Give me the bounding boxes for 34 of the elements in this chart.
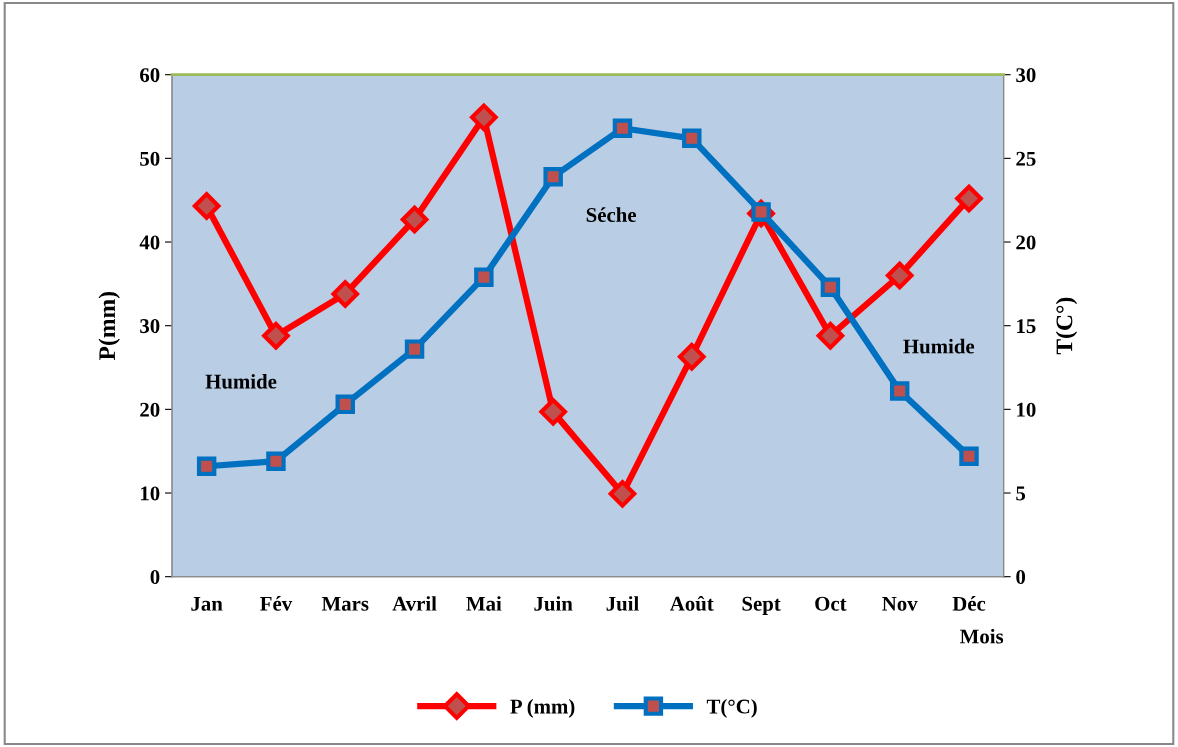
x-tick-label: Fév xyxy=(260,596,293,611)
y-tick-label: 30 xyxy=(140,319,160,334)
y-tick-label: 40 xyxy=(139,235,160,250)
annotation: Humide xyxy=(205,373,277,389)
x-tick-label: Mars xyxy=(321,596,369,611)
x-tick-label: Oct xyxy=(815,596,847,611)
annotation: Séche xyxy=(586,207,637,222)
legend-label: T(°C) xyxy=(706,698,757,718)
y-tick-label: 50 xyxy=(140,151,160,166)
x-tick-label: Nov xyxy=(882,596,918,611)
y2-axis-title: T(C°) xyxy=(1055,297,1078,355)
y-axis-title: P(mm) xyxy=(98,291,120,361)
annotation: Humide xyxy=(903,338,975,354)
x-tick-label: Sept xyxy=(742,596,781,616)
y-tick-label: 20 xyxy=(140,402,160,417)
x-axis-title: Mois xyxy=(960,628,1004,644)
x-tick-label: Juin xyxy=(534,596,573,611)
y2-tick-label: 15 xyxy=(1017,319,1036,334)
y2-tick-label: 25 xyxy=(1016,151,1036,166)
y2-tick-label: 30 xyxy=(1016,68,1036,83)
x-tick-label: Avril xyxy=(392,596,437,611)
x-tick-label: Déc xyxy=(952,596,986,611)
x-tick-label: Juil xyxy=(606,596,639,611)
y2-tick-label: 0 xyxy=(1016,570,1026,585)
y-tick-label: 60 xyxy=(140,68,160,83)
x-tick-label: Août xyxy=(669,595,714,611)
y-tick-label: 0 xyxy=(150,570,160,585)
y2-tick-label: 5 xyxy=(1016,486,1026,501)
y2-tick-label: 10 xyxy=(1017,402,1036,417)
y2-tick-label: 20 xyxy=(1016,235,1036,250)
x-tick-label: Mai xyxy=(466,596,502,611)
legend-label: P (mm) xyxy=(510,698,575,718)
y-tick-label: 10 xyxy=(141,486,160,501)
x-tick-label: Jan xyxy=(191,596,223,611)
